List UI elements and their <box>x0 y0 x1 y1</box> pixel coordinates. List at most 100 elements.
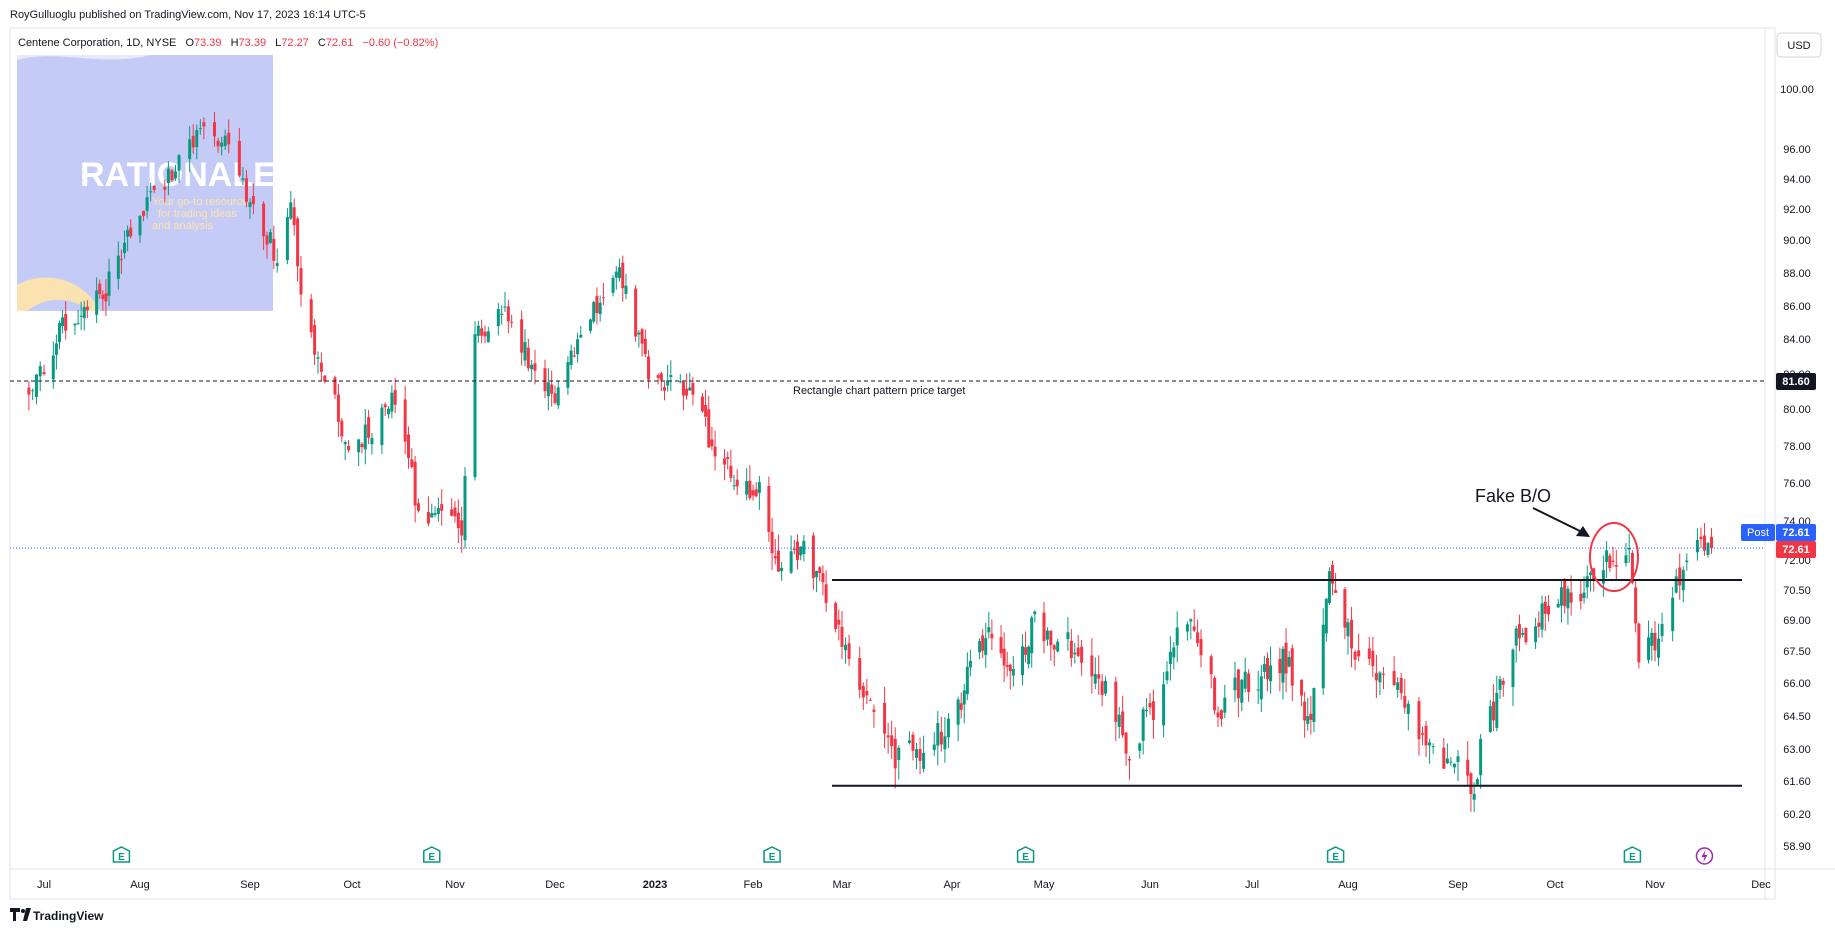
candle <box>634 284 638 342</box>
candle <box>1710 528 1714 554</box>
candle <box>380 403 384 454</box>
candle <box>796 534 799 570</box>
time-axis-label: Oct <box>343 879 360 891</box>
candle <box>1114 676 1118 742</box>
time-axis-label: Sep <box>240 879 260 891</box>
candle <box>956 696 960 742</box>
price-axis-label: 88.00 <box>1783 268 1811 280</box>
candle <box>76 309 80 325</box>
earnings-icon[interactable]: E <box>112 846 131 863</box>
earnings-icon[interactable]: E <box>1016 846 1035 863</box>
earnings-icon[interactable]: E <box>422 846 441 863</box>
candle <box>751 484 755 501</box>
target-annotation[interactable]: Rectangle chart pattern price target <box>793 385 965 397</box>
svg-text:E: E <box>1022 852 1029 863</box>
earnings-icon[interactable]: E <box>1326 846 1345 863</box>
candle <box>265 231 269 259</box>
candle <box>1199 629 1203 668</box>
time-axis-label: Nov <box>445 879 465 891</box>
post-price-value: 72.61 <box>1782 527 1810 539</box>
candle <box>1321 608 1325 695</box>
earnings-icon[interactable]: E <box>763 846 781 863</box>
candle <box>1511 648 1515 707</box>
price-axis-label: 70.50 <box>1783 585 1811 597</box>
candle <box>1033 610 1037 623</box>
currency-button[interactable]: USD <box>1776 32 1822 58</box>
candle <box>299 255 303 307</box>
time-axis-label: Oct <box>1546 879 1563 891</box>
candle <box>1042 602 1046 654</box>
drawing-lines-layer[interactable] <box>10 380 1765 787</box>
low-label: L <box>275 37 281 49</box>
candle <box>223 129 227 151</box>
time-axis-label: Aug <box>1338 879 1358 891</box>
candle <box>748 465 752 501</box>
time-axis-label: Aug <box>130 879 150 891</box>
candle <box>1374 654 1378 698</box>
currency-label: USD <box>1787 40 1810 52</box>
candle <box>1011 655 1015 687</box>
candle <box>129 219 133 239</box>
time-axis-label: Nov <box>1645 879 1665 891</box>
candle <box>198 119 202 135</box>
candle <box>1021 634 1025 686</box>
candle <box>647 350 651 389</box>
candle <box>241 166 245 186</box>
high-label: H <box>231 37 239 49</box>
time-axis-label: Feb <box>744 879 763 891</box>
candle <box>1073 643 1077 664</box>
candle <box>410 448 414 469</box>
candle <box>968 649 972 677</box>
candle <box>1196 619 1200 648</box>
candle <box>1327 567 1331 605</box>
svg-text:E: E <box>428 852 435 863</box>
watermark-logo: RATIONALE Your go-to resource for tradin… <box>17 52 276 311</box>
candle <box>1431 743 1435 754</box>
candle <box>662 382 666 401</box>
time-axis[interactable]: Jul Aug Sep Oct Nov Dec 2023 Feb Mar Apr May Jun Jul… <box>37 879 1771 891</box>
candle <box>1695 528 1699 561</box>
candle <box>818 566 822 582</box>
candle <box>754 482 758 498</box>
watermark-line3: and analysis <box>152 220 214 232</box>
candle <box>588 318 592 334</box>
earnings-icon[interactable]: E <box>1623 846 1642 863</box>
candle <box>1381 667 1385 690</box>
candle <box>678 374 682 384</box>
candle <box>123 230 127 259</box>
candle <box>1566 585 1570 625</box>
candle <box>31 388 35 401</box>
candle <box>990 619 994 651</box>
candle <box>1517 614 1521 652</box>
candle <box>932 732 936 756</box>
candle <box>1209 654 1213 689</box>
price-axis[interactable]: 100.00 96.00 94.00 92.00 90.00 88.00 86.00 84.0… <box>1780 84 1814 853</box>
candle <box>403 385 407 455</box>
time-axis-label: Dec <box>1751 879 1771 891</box>
fake-breakout-circle[interactable] <box>1589 522 1639 592</box>
tradingview-logo[interactable]: TradingView <box>10 908 104 923</box>
candle <box>1537 611 1541 638</box>
price-axis-label: 61.60 <box>1783 776 1811 788</box>
price-axis-label: 86.00 <box>1783 301 1811 313</box>
candle <box>1392 656 1396 687</box>
candle <box>1634 581 1638 633</box>
candle <box>1608 553 1612 573</box>
fake-breakout-label[interactable]: Fake B/O <box>1475 486 1551 506</box>
footer-brand: TradingView <box>33 909 104 923</box>
candle <box>1145 698 1149 718</box>
fake-breakout-arrow[interactable] <box>1532 507 1589 536</box>
candle <box>1674 568 1678 594</box>
candle <box>987 611 991 639</box>
candle <box>1247 669 1251 702</box>
candle <box>1223 684 1227 719</box>
candle <box>943 716 947 763</box>
dividend-icon[interactable] <box>1695 847 1714 865</box>
candle <box>802 535 806 562</box>
candle <box>343 440 347 461</box>
candle <box>1346 618 1350 655</box>
candle <box>1559 580 1563 623</box>
candle <box>500 305 504 325</box>
